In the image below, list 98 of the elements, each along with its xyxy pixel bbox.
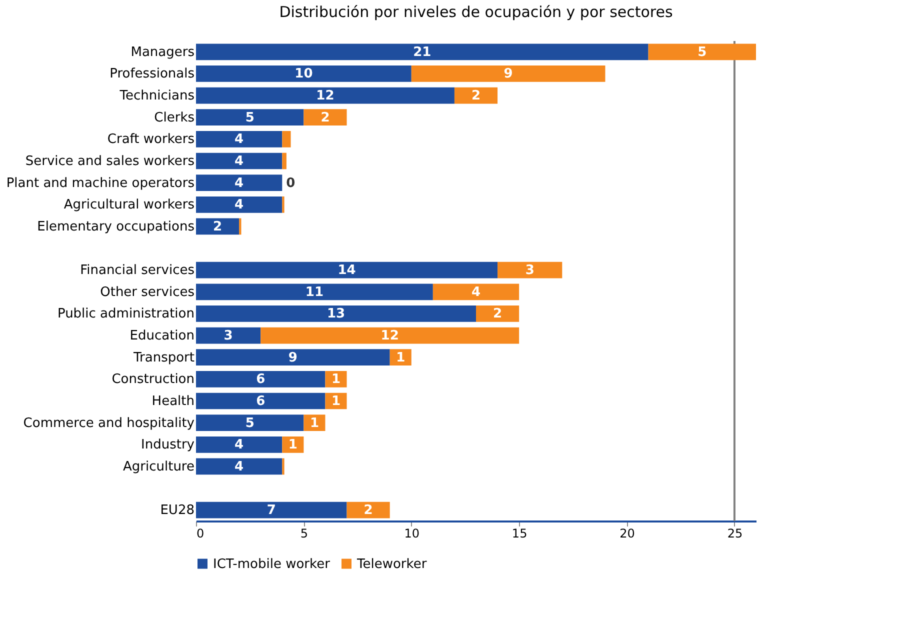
legend-label: Teleworker bbox=[356, 556, 428, 572]
data-label: 4 bbox=[234, 459, 244, 474]
data-label: 12 bbox=[380, 328, 399, 344]
bar bbox=[196, 392, 326, 410]
data-label: 5 bbox=[245, 110, 254, 126]
bar bbox=[282, 152, 286, 170]
data-label: 1 bbox=[331, 372, 341, 388]
bar bbox=[196, 66, 412, 82]
data-label: 6 bbox=[256, 394, 266, 409]
y-tick-label: Technicians bbox=[118, 88, 195, 104]
data-label: 1 bbox=[331, 394, 341, 409]
data-label: 11 bbox=[305, 284, 324, 300]
y-tick-label: Industry bbox=[141, 438, 195, 453]
bar bbox=[196, 174, 282, 191]
data-label: 4 bbox=[471, 284, 481, 300]
bar bbox=[196, 349, 390, 366]
data-label: 5 bbox=[698, 44, 707, 60]
y-tick-label: Craft workers bbox=[107, 132, 195, 148]
x-tick-label: 15 bbox=[512, 526, 528, 540]
bar bbox=[196, 371, 326, 388]
data-label: 4 bbox=[234, 132, 244, 148]
bar bbox=[282, 131, 291, 148]
bar bbox=[196, 196, 282, 213]
y-tick-label: Service and sales workers bbox=[25, 154, 195, 169]
chart-title: Distribución por niveles de ocupación y por sectores bbox=[279, 3, 673, 21]
data-label: 2 bbox=[213, 219, 222, 234]
y-tick-label: Transport bbox=[132, 350, 194, 366]
data-label: 2 bbox=[493, 306, 502, 322]
legend-label: ICT-mobile worker bbox=[213, 556, 331, 572]
y-tick-label: Agricultural workers bbox=[64, 198, 195, 213]
data-label: 7 bbox=[266, 503, 276, 518]
y-tick-label: Financial services bbox=[80, 263, 195, 278]
y-tick-label: Elementary occupations bbox=[37, 219, 195, 234]
x-tick-label: 20 bbox=[620, 526, 635, 540]
bar bbox=[196, 109, 304, 126]
x-tick-label: 5 bbox=[300, 526, 308, 540]
y-tick-label: Health bbox=[152, 394, 194, 409]
bar bbox=[196, 306, 476, 322]
bar bbox=[196, 458, 282, 475]
data-label: 2 bbox=[364, 503, 373, 518]
y-tick-label: Managers bbox=[130, 44, 195, 60]
y-tick-label: Other services bbox=[100, 284, 195, 300]
data-label: 14 bbox=[338, 263, 356, 278]
data-label: 21 bbox=[413, 44, 432, 60]
data-label: 5 bbox=[245, 416, 254, 431]
bar bbox=[196, 414, 304, 431]
data-label: 3 bbox=[224, 328, 233, 344]
bar bbox=[196, 44, 648, 60]
data-label: 4 bbox=[234, 176, 244, 191]
data-label: 9 bbox=[504, 66, 513, 82]
data-label: 4 bbox=[234, 154, 244, 169]
data-label: 4 bbox=[234, 438, 244, 453]
y-tick-label: Commerce and hospitality bbox=[23, 416, 195, 431]
bar bbox=[196, 218, 240, 235]
bar bbox=[196, 327, 261, 344]
y-tick-label: EU28 bbox=[160, 503, 194, 518]
bar bbox=[454, 87, 498, 104]
data-label: 12 bbox=[316, 88, 334, 104]
data-label: 2 bbox=[471, 88, 481, 104]
data-label: 2 bbox=[320, 110, 330, 126]
bar bbox=[411, 66, 606, 82]
bar bbox=[304, 109, 347, 126]
data-label: 9 bbox=[288, 350, 298, 366]
bar bbox=[260, 327, 520, 344]
bar bbox=[196, 284, 433, 300]
x-tick-label: 25 bbox=[727, 526, 743, 540]
data-label: 10 bbox=[294, 66, 313, 82]
bar bbox=[325, 371, 347, 388]
data-label: 1 bbox=[288, 438, 298, 453]
y-tick-label: Education bbox=[130, 328, 194, 344]
bar bbox=[476, 306, 520, 322]
x-tick-label: 10 bbox=[404, 526, 420, 540]
y-tick-label: Plant and machine operators bbox=[6, 176, 195, 191]
bar bbox=[498, 262, 562, 278]
bar bbox=[196, 262, 498, 278]
bar bbox=[346, 502, 390, 518]
y-tick-label: Agriculture bbox=[123, 459, 194, 474]
bar bbox=[196, 152, 282, 170]
bar bbox=[282, 436, 304, 453]
bar bbox=[196, 87, 454, 104]
x-tick-label: 0 bbox=[196, 526, 204, 540]
data-label: 1 bbox=[310, 416, 319, 431]
data-label: 3 bbox=[525, 263, 534, 278]
data-label: 13 bbox=[326, 306, 346, 322]
bar bbox=[648, 44, 756, 60]
y-tick-label: Professionals bbox=[110, 66, 195, 82]
bar bbox=[196, 131, 282, 148]
data-label: 1 bbox=[396, 350, 406, 366]
data-label: 0 bbox=[286, 176, 296, 191]
y-tick-label: Construction bbox=[112, 372, 194, 388]
bar bbox=[196, 436, 282, 453]
data-label: 4 bbox=[234, 198, 244, 213]
bar bbox=[196, 502, 347, 518]
bar bbox=[304, 414, 326, 431]
y-tick-label: Public administration bbox=[57, 306, 194, 322]
bar bbox=[432, 284, 520, 300]
data-label: 6 bbox=[256, 372, 266, 388]
y-tick-label: Clerks bbox=[154, 110, 195, 126]
